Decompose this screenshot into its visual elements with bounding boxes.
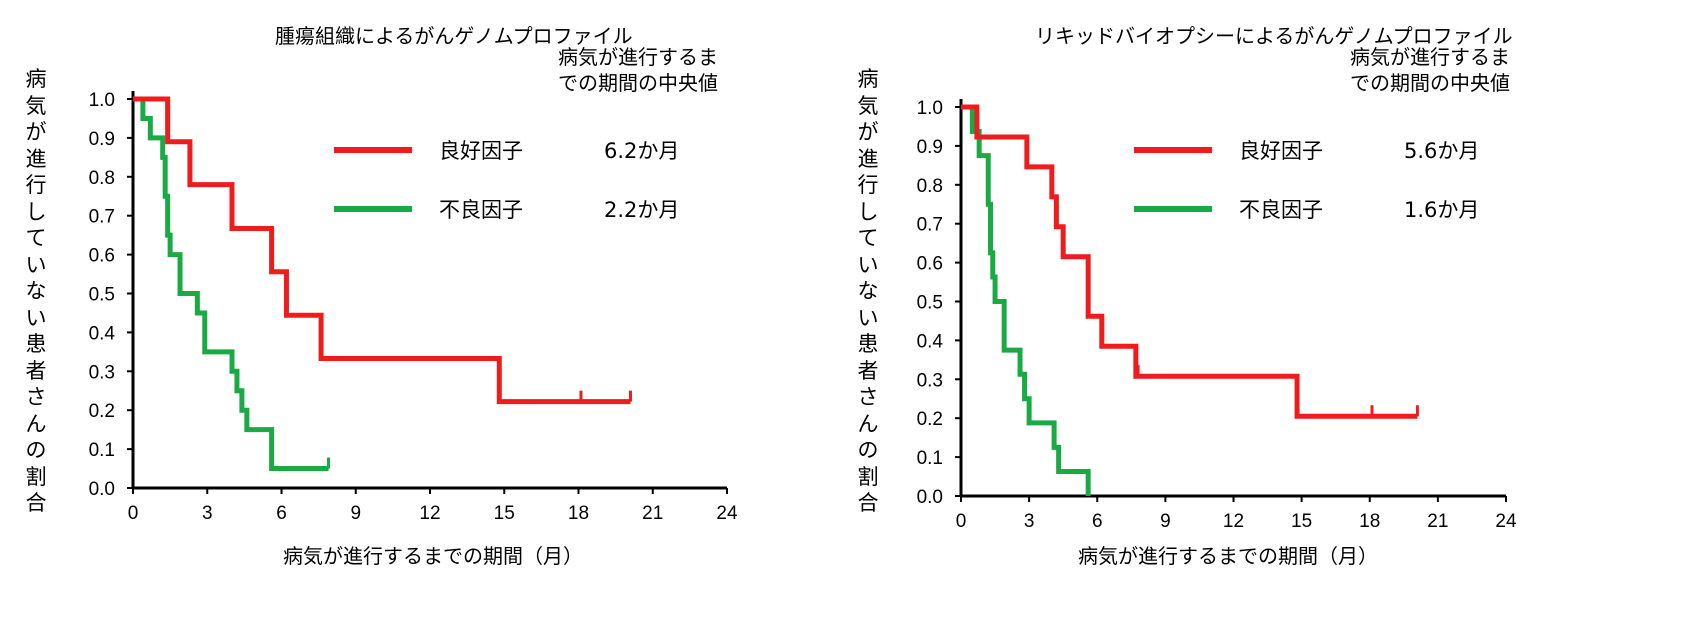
x-axis-label: 病気が進行するまでの期間（月） (1078, 544, 1378, 568)
y-tick-label: 0.4 (89, 323, 116, 344)
series-line-unfavorable (961, 104, 1091, 496)
median-header-line1: 病気が進行するま (1350, 45, 1510, 69)
median-header-line1: 病気が進行するま (558, 45, 718, 69)
y-tick-label: 0.8 (89, 168, 115, 189)
chart-panel-tumor: 腫瘍組織によるがんゲノムプロファイル 病気が進行するま での期間の中央値 病気が… (0, 0, 850, 618)
chart-title: リキッドバイオプシーによるがんゲノムプロファイル (1035, 24, 1513, 48)
y-tick-label: 1.0 (917, 98, 943, 119)
legend-label-unfavorable: 不良因子 (1239, 198, 1323, 222)
y-tick-label: 0.3 (917, 370, 943, 391)
y-tick-label: 0.7 (917, 215, 943, 236)
x-tick-label: 18 (568, 503, 589, 524)
y-tick-label: 0.2 (917, 409, 943, 430)
y-tick-label: 0.4 (917, 331, 944, 352)
x-tick-label: 21 (642, 503, 663, 524)
x-tick-label: 6 (1092, 511, 1103, 532)
x-tick-label: 6 (276, 503, 287, 524)
median-value-unfavorable: 2.2か月 (604, 198, 680, 222)
y-tick-label: 0.1 (89, 440, 115, 461)
y-axis-label: 病気が進行していない患者さんの割合 (25, 67, 47, 515)
x-tick-label: 3 (202, 503, 213, 524)
x-tick-label: 0 (956, 511, 967, 532)
y-tick-label: 0.0 (89, 479, 115, 500)
x-tick-label: 15 (1291, 511, 1312, 532)
y-tick-label: 0.0 (917, 487, 943, 508)
x-tick-label: 24 (716, 503, 738, 524)
y-tick-label: 0.9 (89, 129, 115, 150)
x-axis-label: 病気が進行するまでの期間（月） (283, 544, 583, 568)
x-tick-label: 0 (128, 503, 139, 524)
median-header: 病気が進行するま での期間の中央値 (1350, 44, 1510, 96)
x-tick-label: 12 (419, 503, 440, 524)
series-line-favorable (133, 96, 631, 405)
plot-area: 0.0 0.1 0.2 0.3 0.4 0.5 0.6 0.7 0.8 0.9 1.0 0 3 6 9 12 1… (917, 98, 1517, 532)
y-tick-label: 0.3 (89, 362, 115, 383)
x-tick-label: 9 (350, 503, 361, 524)
legend-label-favorable: 良好因子 (439, 139, 523, 163)
plot-area: 0.0 0.1 0.2 0.3 0.4 0.5 0.6 0.7 0.8 0.9 1.0 0 3 6 9 12 1… (89, 90, 738, 524)
median-header-line2: での期間の中央値 (558, 71, 718, 95)
legend-label-favorable: 良好因子 (1239, 139, 1323, 163)
legend-swatch-favorable (1134, 147, 1212, 153)
y-tick-label: 0.5 (89, 285, 115, 306)
x-tick-label: 12 (1223, 511, 1244, 532)
x-tick-label: 9 (1160, 511, 1171, 532)
series-line-favorable (961, 104, 1418, 419)
median-header: 病気が進行するま での期間の中央値 (558, 44, 718, 96)
chart-title: 腫瘍組織によるがんゲノムプロファイル (275, 24, 633, 48)
y-axis-label: 病気が進行していない患者さんの割合 (857, 67, 879, 515)
y-tick-label: 0.7 (89, 207, 115, 228)
y-tick-label: 1.0 (89, 90, 115, 111)
legend-label-unfavorable: 不良因子 (439, 198, 523, 222)
x-tick-label: 21 (1427, 511, 1448, 532)
median-value-favorable: 5.6か月 (1404, 139, 1480, 163)
legend-swatch-unfavorable (1134, 206, 1212, 212)
y-tick-label: 0.5 (917, 293, 943, 314)
x-tick-label: 18 (1359, 511, 1380, 532)
y-tick-label: 0.9 (917, 137, 943, 158)
y-tick-label: 0.2 (89, 401, 115, 422)
y-tick-label: 0.6 (917, 254, 943, 275)
x-tick-label: 24 (1495, 511, 1517, 532)
legend-swatch-favorable (334, 147, 412, 153)
series-line-unfavorable (133, 96, 329, 472)
y-tick-label: 0.1 (917, 448, 943, 469)
y-tick-label: 0.8 (917, 176, 943, 197)
median-value-unfavorable: 1.6か月 (1404, 198, 1480, 222)
y-tick-label: 0.6 (89, 246, 115, 267)
legend-swatch-unfavorable (334, 206, 412, 212)
median-header-line2: での期間の中央値 (1350, 71, 1510, 95)
x-tick-label: 15 (494, 503, 515, 524)
x-tick-label: 3 (1024, 511, 1035, 532)
median-value-favorable: 6.2か月 (604, 139, 680, 163)
chart-panel-liquid: リキッドバイオプシーによるがんゲノムプロファイル 病気が進行するま での期間の中… (850, 0, 1700, 618)
